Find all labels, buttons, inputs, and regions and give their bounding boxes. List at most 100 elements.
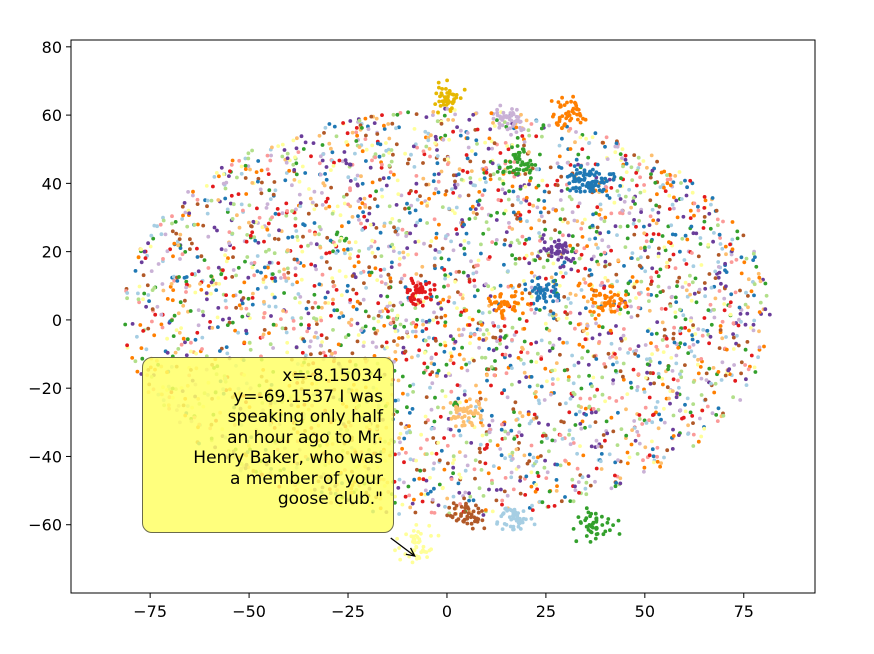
scatter-point xyxy=(700,408,705,413)
scatter-point xyxy=(370,340,375,345)
scatter-point xyxy=(436,110,440,115)
scatter-point xyxy=(430,451,434,456)
scatter-point xyxy=(589,444,594,449)
scatter-point xyxy=(398,440,402,445)
scatter-point xyxy=(265,153,270,158)
scatter-point xyxy=(526,302,530,306)
scatter-point xyxy=(475,142,479,146)
scatter-point xyxy=(677,170,682,174)
scatter-point xyxy=(290,282,295,287)
scatter-point xyxy=(327,141,332,146)
scatter-point xyxy=(341,121,345,125)
scatter-point xyxy=(455,125,459,129)
scatter-point xyxy=(395,409,400,414)
scatter-point xyxy=(692,354,697,359)
scatter-point xyxy=(613,150,618,155)
scatter-point xyxy=(282,272,286,277)
scatter-point xyxy=(349,323,354,327)
scatter-point xyxy=(471,112,476,117)
scatter-point xyxy=(466,274,470,278)
scatter-point xyxy=(523,184,528,189)
scatter-point xyxy=(733,378,738,383)
scatter-point xyxy=(444,189,449,194)
scatter-point xyxy=(720,360,725,365)
scatter-point xyxy=(286,235,291,240)
scatter-point xyxy=(676,378,680,383)
scatter-point xyxy=(335,204,340,209)
scatter-point xyxy=(600,523,605,527)
scatter-point xyxy=(603,399,607,404)
scatter-point xyxy=(533,489,538,494)
scatter-point xyxy=(636,354,641,358)
scatter-point xyxy=(532,311,537,315)
scatter-point xyxy=(675,215,680,220)
scatter-point xyxy=(180,204,185,209)
scatter-point xyxy=(280,154,285,159)
scatter-point xyxy=(413,285,418,289)
scatter-point xyxy=(279,276,283,280)
scatter-point xyxy=(464,153,469,157)
scatter-point xyxy=(702,195,707,199)
scatter-point xyxy=(594,321,598,326)
scatter-point xyxy=(304,353,308,358)
scatter-point xyxy=(503,208,508,213)
scatter-point xyxy=(510,450,515,455)
scatter-point xyxy=(273,279,278,283)
scatter-point xyxy=(490,287,494,292)
scatter-point xyxy=(541,233,546,237)
scatter-point xyxy=(379,187,384,192)
scatter-point xyxy=(372,326,376,331)
scatter-point xyxy=(458,194,462,198)
scatter-point xyxy=(717,289,722,293)
scatter-point xyxy=(351,287,356,292)
scatter-point xyxy=(623,301,628,305)
scatter-point xyxy=(301,234,305,239)
scatter-point xyxy=(430,381,435,386)
scatter-point xyxy=(306,211,311,216)
scatter-point xyxy=(426,138,431,143)
scatter-point xyxy=(642,224,646,229)
scatter-point xyxy=(469,169,474,174)
scatter-point xyxy=(391,249,396,254)
scatter-point xyxy=(458,433,463,438)
scatter-point xyxy=(483,355,488,360)
scatter-point xyxy=(379,274,383,278)
scatter-point xyxy=(518,478,522,483)
scatter-point xyxy=(614,272,619,277)
scatter-point xyxy=(632,153,637,158)
scatter-point xyxy=(582,246,587,251)
scatter-point xyxy=(712,315,717,320)
scatter-point xyxy=(614,399,619,403)
scatter-point xyxy=(477,198,482,203)
scatter-point xyxy=(597,172,602,176)
scatter-point xyxy=(355,299,360,304)
scatter-point xyxy=(524,474,529,479)
scatter-point xyxy=(617,302,622,306)
scatter-point xyxy=(589,257,594,262)
scatter-point xyxy=(228,201,233,206)
scatter-point xyxy=(314,317,319,322)
scatter-point xyxy=(387,136,392,141)
scatter-point xyxy=(699,357,704,361)
scatter-point xyxy=(465,514,470,519)
scatter-point xyxy=(558,352,562,357)
scatter-point xyxy=(539,338,544,343)
scatter-point xyxy=(323,172,327,176)
scatter-point xyxy=(734,341,738,346)
scatter-point xyxy=(591,525,595,530)
scatter-point xyxy=(125,343,129,348)
scatter-point xyxy=(561,251,566,255)
scatter-point xyxy=(534,415,539,420)
scatter-point xyxy=(408,430,413,435)
scatter-point xyxy=(262,328,267,332)
scatter-point xyxy=(584,412,588,417)
scatter-point xyxy=(489,383,493,388)
scatter-point xyxy=(678,341,683,345)
scatter-point xyxy=(678,307,682,312)
scatter-point xyxy=(648,214,653,219)
scatter-point xyxy=(419,531,423,536)
scatter-point xyxy=(451,501,456,506)
scatter-point xyxy=(428,489,433,494)
scatter-point xyxy=(249,261,254,266)
scatter-point xyxy=(529,301,533,306)
